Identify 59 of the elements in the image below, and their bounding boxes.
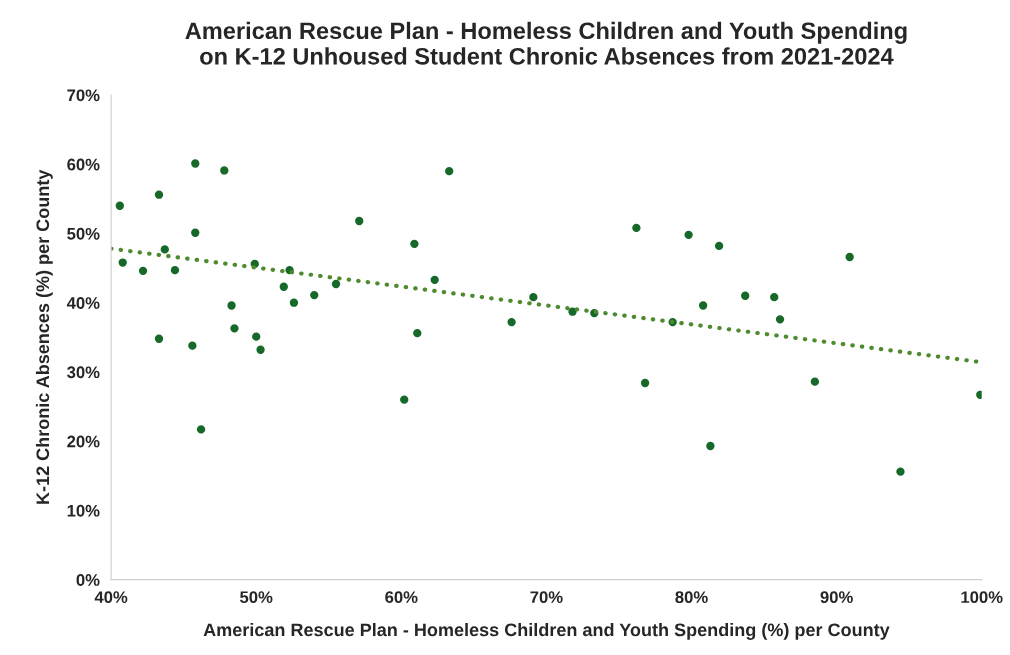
x-tick-label: 60%: [385, 591, 418, 604]
point: [170, 265, 180, 275]
y-tick-label: 0%: [76, 574, 100, 586]
point: [191, 228, 200, 237]
point: [698, 301, 708, 310]
chart-title: American Rescue Plan - Homeless Children and Youth Spending on K-12 Unhoused Student Chronic Absences from 2021-2024: [185, 21, 907, 65]
point: [896, 467, 905, 476]
point: [188, 341, 197, 350]
point: [220, 166, 229, 175]
point: [154, 334, 164, 343]
point: [810, 377, 820, 386]
x-tick-label: 90%: [820, 591, 853, 604]
point: [256, 345, 265, 354]
point: [230, 324, 239, 333]
y-tick-label: 30%: [67, 366, 100, 379]
point: [507, 317, 516, 327]
point: [445, 166, 454, 176]
x-tick-label: 100%: [961, 591, 1003, 604]
point: [845, 252, 854, 262]
x-axis-title: American Rescue Plan - Homeless Children and Youth Spending (%) per County: [203, 622, 890, 640]
point: [115, 201, 124, 210]
x-tick-label: 80%: [675, 591, 708, 604]
y-tick-label: 60%: [67, 158, 100, 171]
point: [289, 298, 299, 307]
point: [160, 245, 169, 254]
point: [568, 307, 577, 316]
point: [191, 159, 200, 168]
point: [775, 315, 785, 324]
y-tick-label: 10%: [67, 504, 100, 517]
point: [714, 241, 724, 251]
point: [227, 301, 236, 310]
point: [706, 441, 715, 451]
y-tick-label: 70%: [67, 89, 100, 102]
y-tick-label: 50%: [67, 227, 100, 240]
y-tick-label: 20%: [67, 435, 100, 448]
point: [410, 239, 419, 249]
x-tick-label: 70%: [530, 591, 563, 604]
point: [640, 378, 650, 388]
point: [413, 329, 422, 338]
x-tick-label: 40%: [94, 591, 128, 604]
point: [310, 290, 319, 300]
y-axis-title: K-12 Chronic Absences (%) per County: [35, 169, 53, 504]
point: [684, 230, 693, 240]
point: [279, 282, 288, 291]
point: [529, 293, 538, 302]
point: [118, 258, 127, 267]
point: [430, 275, 439, 285]
y-tick-label: 40%: [66, 297, 100, 309]
point: [741, 291, 750, 300]
point: [196, 425, 206, 434]
x-tick-label: 50%: [240, 591, 273, 604]
point: [331, 279, 341, 289]
point: [770, 293, 779, 302]
point: [632, 223, 641, 233]
point: [252, 332, 261, 341]
point: [400, 395, 409, 404]
point: [355, 216, 364, 226]
point: [154, 190, 164, 199]
point: [138, 266, 148, 276]
